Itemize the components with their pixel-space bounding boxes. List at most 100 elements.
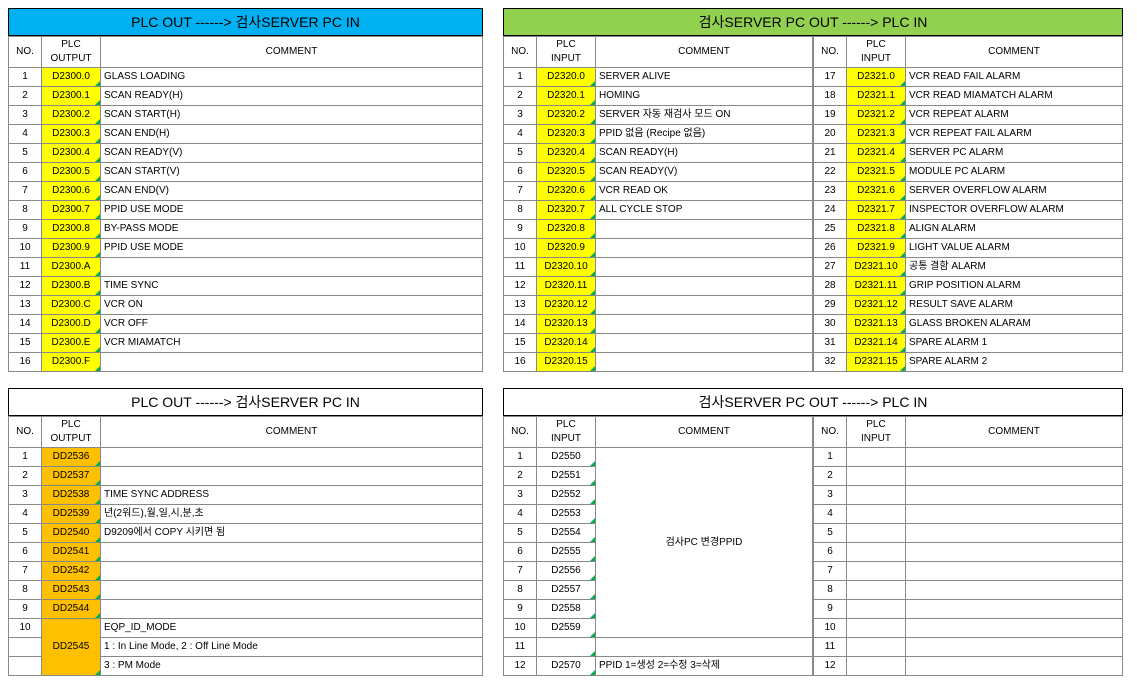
cell-comment: EQP_ID_MODE [101,619,483,638]
table-row: 10D2300.9PPID USE MODE [9,239,483,258]
cell-plc: D2320.7 [537,201,596,220]
cell-no: 7 [9,182,42,201]
table-row: 9D2300.8BY-PASS MODE [9,220,483,239]
table-row: 2D2320.1HOMING [504,87,813,106]
table-row: 4 [814,505,1123,524]
header-no: NO. [814,417,847,448]
cell-comment: HOMING [596,87,813,106]
panel-c-title: PLC OUT ------> 검사SERVER PC IN [8,388,483,416]
table-row: 7DD2542 [9,562,483,581]
cell-plc: D2300.9 [42,239,101,258]
header-plc-input: PLCINPUT [537,417,596,448]
cell-comment: SCAN READY(V) [596,163,813,182]
cell-comment: SCAN END(V) [101,182,483,201]
cell-comment: VCR REPEAT FAIL ALARM [906,125,1123,144]
cell-no: 5 [9,524,42,543]
cell-plc: D2320.8 [537,220,596,239]
header-no: NO. [504,417,537,448]
cell-no: 3 [504,486,537,505]
cell-comment: ALL CYCLE STOP [596,201,813,220]
cell-comment [906,619,1123,638]
cell-plc [537,638,596,657]
panel-d-title: 검사SERVER PC OUT ------> PLC IN [503,388,1123,416]
cell-no: 1 [814,448,847,467]
cell-comment: GRIP POSITION ALARM [906,277,1123,296]
cell-no: 4 [9,125,42,144]
cell-no: 16 [9,353,42,372]
table-row: 8D2300.7PPID USE MODE [9,201,483,220]
cell-plc: D2300.2 [42,106,101,125]
cell-comment: PPID 없음 (Recipe 없음) [596,125,813,144]
cell-comment: GLASS BROKEN ALARAM [906,315,1123,334]
cell-no: 9 [504,220,537,239]
cell-no: 25 [814,220,847,239]
cell-plc: D2320.5 [537,163,596,182]
table-row: 5 [814,524,1123,543]
cell-comment: SERVER OVERFLOW ALARM [906,182,1123,201]
cell-comment [906,638,1123,657]
cell-comment [596,258,813,277]
table-row: 11 [814,638,1123,657]
cell-comment: 공통 결함 ALARM [906,258,1123,277]
cell-comment: VCR READ FAIL ALARM [906,68,1123,87]
cell-plc [847,448,906,467]
cell-plc: D2300.1 [42,87,101,106]
cell-no: 21 [814,144,847,163]
table-row: 12D2570PPID 1=생성 2=수정 3=삭제 [504,657,813,676]
cell-comment [596,220,813,239]
cell-comment [596,315,813,334]
cell-no: 10 [504,239,537,258]
cell-no: 9 [9,600,42,619]
cell-no: 8 [504,201,537,220]
cell-no: 12 [504,277,537,296]
header-plc-output: PLCOUTPUT [42,417,101,448]
cell-no: 32 [814,353,847,372]
table-row: 6DD2541 [9,543,483,562]
table-row: 4DD2539년(2워드),월,일,시,분,초 [9,505,483,524]
table-row: 27D2321.10공통 결함 ALARM [814,258,1123,277]
cell-plc: D2558 [537,600,596,619]
cell-comment [101,353,483,372]
table-row: 17D2321.0VCR READ FAIL ALARM [814,68,1123,87]
cell-plc: DD2537 [42,467,101,486]
table-row: 1DD2536 [9,448,483,467]
cell-no: 27 [814,258,847,277]
panel-c-table: NO. PLCOUTPUT COMMENT 1DD25362DD25373DD2… [8,416,483,676]
table-row: 15D2320.14 [504,334,813,353]
table-row: 14D2300.DVCR OFF [9,315,483,334]
cell-plc: D2550 [537,448,596,467]
cell-no: 15 [504,334,537,353]
header-plc-input: PLCINPUT [847,417,906,448]
table-row: 25D2321.8ALIGN ALARM [814,220,1123,239]
table-row: 5D2300.4SCAN READY(V) [9,144,483,163]
table-row: 9DD2544 [9,600,483,619]
cell-plc: D2320.2 [537,106,596,125]
table-row: 20D2321.3VCR REPEAT FAIL ALARM [814,125,1123,144]
cell-comment [906,486,1123,505]
cell-no: 7 [504,182,537,201]
cell-plc: D2570 [537,657,596,676]
cell-comment: VCR READ OK [596,182,813,201]
cell-plc: D2321.3 [847,125,906,144]
cell-plc: D2300.0 [42,68,101,87]
cell-plc: D2320.15 [537,353,596,372]
cell-no: 4 [9,505,42,524]
table-row: 6 [814,543,1123,562]
cell-plc: D2321.11 [847,277,906,296]
cell-comment: ALIGN ALARM [906,220,1123,239]
cell-no: 10 [814,619,847,638]
cell-no: 3 [504,106,537,125]
table-row: 31D2321.14SPARE ALARM 1 [814,334,1123,353]
cell-plc: DD2540 [42,524,101,543]
cell-plc: DD2543 [42,581,101,600]
cell-plc: D2556 [537,562,596,581]
cell-plc: D2320.12 [537,296,596,315]
cell-no: 5 [504,524,537,543]
cell-comment: 검사PC 변경PPID [596,448,813,638]
cell-comment: PPID 1=생성 2=수정 3=삭제 [596,657,813,676]
panel-d-table-right: NO. PLCINPUT COMMENT 123456789101112 [813,416,1123,676]
cell-plc [847,524,906,543]
table-row: 6D2320.5SCAN READY(V) [504,163,813,182]
cell-plc: D2551 [537,467,596,486]
cell-no: 7 [9,562,42,581]
